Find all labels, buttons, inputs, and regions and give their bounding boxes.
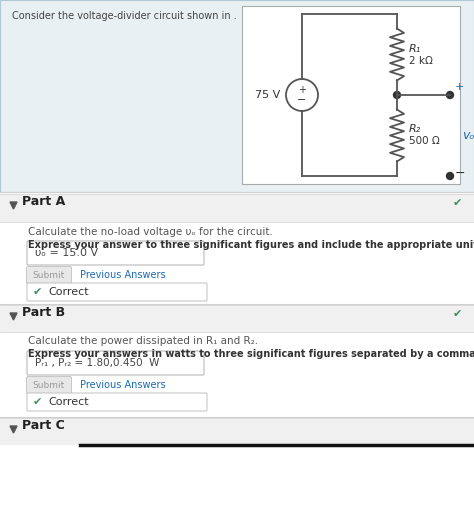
Text: Calculate the no-load voltage υₒ for the circuit.: Calculate the no-load voltage υₒ for the… <box>28 227 273 237</box>
Text: 75 V: 75 V <box>255 90 280 100</box>
FancyBboxPatch shape <box>27 241 204 265</box>
Text: 2 kΩ: 2 kΩ <box>409 55 433 65</box>
Text: Correct: Correct <box>48 287 89 297</box>
Polygon shape <box>10 426 17 433</box>
Bar <box>0 305 474 332</box>
FancyBboxPatch shape <box>27 351 204 375</box>
FancyBboxPatch shape <box>27 377 72 394</box>
Text: ✔: ✔ <box>32 397 42 407</box>
Bar <box>0 418 474 445</box>
Polygon shape <box>10 313 17 320</box>
Text: Previous Answers: Previous Answers <box>80 270 165 280</box>
FancyBboxPatch shape <box>27 283 207 301</box>
Text: ✔: ✔ <box>453 309 462 319</box>
Polygon shape <box>10 202 17 209</box>
Text: +: + <box>298 85 306 95</box>
Text: Previous Answers: Previous Answers <box>80 380 165 390</box>
Text: +: + <box>455 82 465 92</box>
Text: −: − <box>297 95 307 105</box>
Circle shape <box>447 172 454 179</box>
Text: Correct: Correct <box>48 397 89 407</box>
Text: Pᵣ₁ , Pᵣ₂ = 1.80,0.450  W: Pᵣ₁ , Pᵣ₂ = 1.80,0.450 W <box>35 358 159 368</box>
FancyBboxPatch shape <box>27 267 72 284</box>
Text: Part C: Part C <box>22 419 65 432</box>
Circle shape <box>393 92 401 98</box>
Text: Calculate the power dissipated in R₁ and R₂.: Calculate the power dissipated in R₁ and… <box>28 336 258 346</box>
FancyBboxPatch shape <box>27 393 207 411</box>
Text: Express your answers in watts to three significant figures separated by a comma.: Express your answers in watts to three s… <box>28 349 474 359</box>
Text: R₁: R₁ <box>409 44 421 54</box>
Text: ✔: ✔ <box>32 287 42 297</box>
Text: −: − <box>455 167 465 179</box>
Text: ✔: ✔ <box>453 198 462 208</box>
Text: R₂: R₂ <box>409 124 421 135</box>
Text: Express your answer to three significant figures and include the appropriate uni: Express your answer to three significant… <box>28 240 474 250</box>
Text: Consider the voltage-divider circuit shown in .: Consider the voltage-divider circuit sho… <box>12 11 237 21</box>
Text: vₒ: vₒ <box>462 129 474 142</box>
Circle shape <box>447 92 454 98</box>
Text: Part A: Part A <box>22 195 65 208</box>
Text: Part B: Part B <box>22 306 65 319</box>
Bar <box>242 6 460 184</box>
Text: υₒ = 15.0 V: υₒ = 15.0 V <box>35 248 98 258</box>
Text: Submit: Submit <box>33 380 65 389</box>
Text: Submit: Submit <box>33 270 65 279</box>
Bar <box>0 194 474 222</box>
Text: 500 Ω: 500 Ω <box>409 137 440 146</box>
Bar <box>0 0 474 192</box>
